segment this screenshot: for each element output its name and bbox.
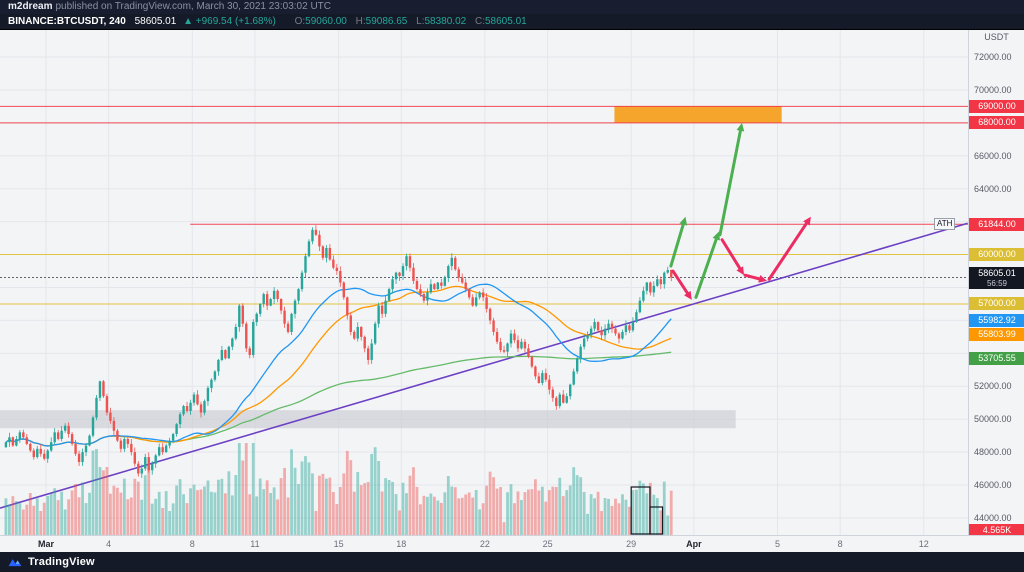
brand-name[interactable]: TradingView xyxy=(28,556,95,568)
forecast-arrow-head xyxy=(684,290,692,300)
price-chart[interactable] xyxy=(0,30,968,535)
close-label: C: xyxy=(475,16,485,27)
price-badge-60000.00: 60000.00 xyxy=(969,248,1024,262)
close-value: 58605.01 xyxy=(485,16,527,27)
zones xyxy=(0,106,782,429)
volume-series xyxy=(4,443,673,535)
volume-highlight-box[interactable] xyxy=(649,506,664,535)
forecast-arrow[interactable] xyxy=(767,220,810,281)
price-tick-50000: 50000.00 xyxy=(974,414,1012,425)
forecast-arrow[interactable] xyxy=(743,273,763,281)
forecast-arrow-head xyxy=(803,216,811,226)
price-tick-70000: 70000.00 xyxy=(974,84,1012,95)
time-label-Mar: Mar xyxy=(37,539,54,549)
forecast-arrow[interactable] xyxy=(671,269,691,297)
time-label-18: 18 xyxy=(396,539,407,549)
time-label-29: 29 xyxy=(626,539,637,549)
price-change-value: ▲ +969.54 (+1.68%) xyxy=(183,16,276,27)
high-value: 59086.65 xyxy=(365,16,408,27)
time-label-5: 5 xyxy=(774,539,780,549)
forecast-arrow[interactable] xyxy=(694,235,719,299)
last-price-value: 58605.01 xyxy=(134,16,177,27)
forecast-arrow[interactable] xyxy=(718,127,743,237)
price-badge-53705.55: 53705.55 xyxy=(969,351,1024,365)
price-tick-66000: 66000.00 xyxy=(974,150,1012,161)
price-badge-58605.01: 58605.01 56:59 xyxy=(969,266,1024,289)
forecast-arrow-head xyxy=(736,266,745,276)
low-label: L: xyxy=(416,16,425,27)
candles-series xyxy=(4,225,673,478)
price-badge-61844.00: 61844.00 xyxy=(969,217,1024,231)
time-label-12: 12 xyxy=(918,539,929,549)
trendline-group xyxy=(0,222,968,509)
tradingview-logo-icon[interactable] xyxy=(8,555,22,569)
time-label-4: 4 xyxy=(106,539,112,549)
price-tick-64000: 64000.00 xyxy=(974,183,1012,194)
ath-label: ATH xyxy=(934,218,956,231)
price-badge-69000.00: 69000.00 xyxy=(969,99,1024,113)
forecast-arrows xyxy=(669,122,811,300)
target-zone-68000-69000 xyxy=(614,106,782,123)
horizontal-price-lines xyxy=(0,105,968,305)
time-axis[interactable]: Mar 4 8 11 15 18 22 25 29 Apr 5 8 12 xyxy=(0,535,1024,552)
forecast-arrow[interactable] xyxy=(720,238,743,272)
ohlc-readout: O:59060.00 H:59086.65 L:58380.02 C:58605… xyxy=(289,16,527,27)
low-value: 58380.02 xyxy=(424,16,467,27)
ascending-trendline[interactable] xyxy=(0,222,968,509)
countdown-timer: 56:59 xyxy=(986,278,1008,288)
open-label: O: xyxy=(294,16,306,27)
author-name[interactable]: m2dream xyxy=(8,1,53,12)
forecast-arrow[interactable] xyxy=(669,220,686,268)
price-tick-72000: 72000.00 xyxy=(974,52,1012,62)
price-badge-55982.92: 55982.92 xyxy=(969,314,1024,328)
forecast-arrow-head xyxy=(679,216,687,226)
price-tick-48000: 48000.00 xyxy=(974,447,1012,458)
forecast-arrow-head xyxy=(736,122,745,132)
publish-info-text: published on TradingView.com, March 30, … xyxy=(55,1,332,12)
forecast-arrow-head xyxy=(758,275,768,283)
high-label: H: xyxy=(355,16,366,27)
price-badge-4.565K: 4.565K xyxy=(969,524,1024,535)
price-tick-46000: 46000.00 xyxy=(974,480,1012,491)
price-tick-52000: 52000.00 xyxy=(974,381,1012,392)
price-badge-55803.99: 55803.99 xyxy=(969,328,1024,342)
price-badge-68000.00: 68000.00 xyxy=(969,116,1024,130)
footer-bar: TradingView xyxy=(0,552,1024,572)
time-label-8: 8 xyxy=(837,539,843,549)
publish-info-bar: m2dream published on TradingView.com, Mar… xyxy=(0,0,1024,14)
price-tick-44000: 44000.00 xyxy=(974,512,1012,523)
time-label-11: 11 xyxy=(250,539,260,549)
time-label-25: 25 xyxy=(542,539,553,549)
time-label-15: 15 xyxy=(333,539,344,549)
symbol-title[interactable]: BINANCE:BTCUSDT, 240 xyxy=(8,16,126,27)
volume-highlight-boxes xyxy=(630,486,664,535)
forecast-arrow-head xyxy=(712,231,720,241)
price-axis[interactable]: USDT 72000.00 70000.00 66000.00 64000.00 520… xyxy=(968,30,1024,535)
price-badge-57000.00: 57000.00 xyxy=(969,297,1024,311)
axis-currency-label: USDT xyxy=(984,32,1009,42)
symbol-info-bar: BINANCE:BTCUSDT, 240 58605.01 ▲ +969.54 … xyxy=(0,14,1024,30)
time-label-Apr: Apr xyxy=(686,539,702,549)
chart-canvas[interactable]: ATH xyxy=(0,30,968,535)
time-label-22: 22 xyxy=(479,539,490,549)
time-label-8: 8 xyxy=(189,539,195,549)
open-value: 59060.00 xyxy=(305,16,347,27)
